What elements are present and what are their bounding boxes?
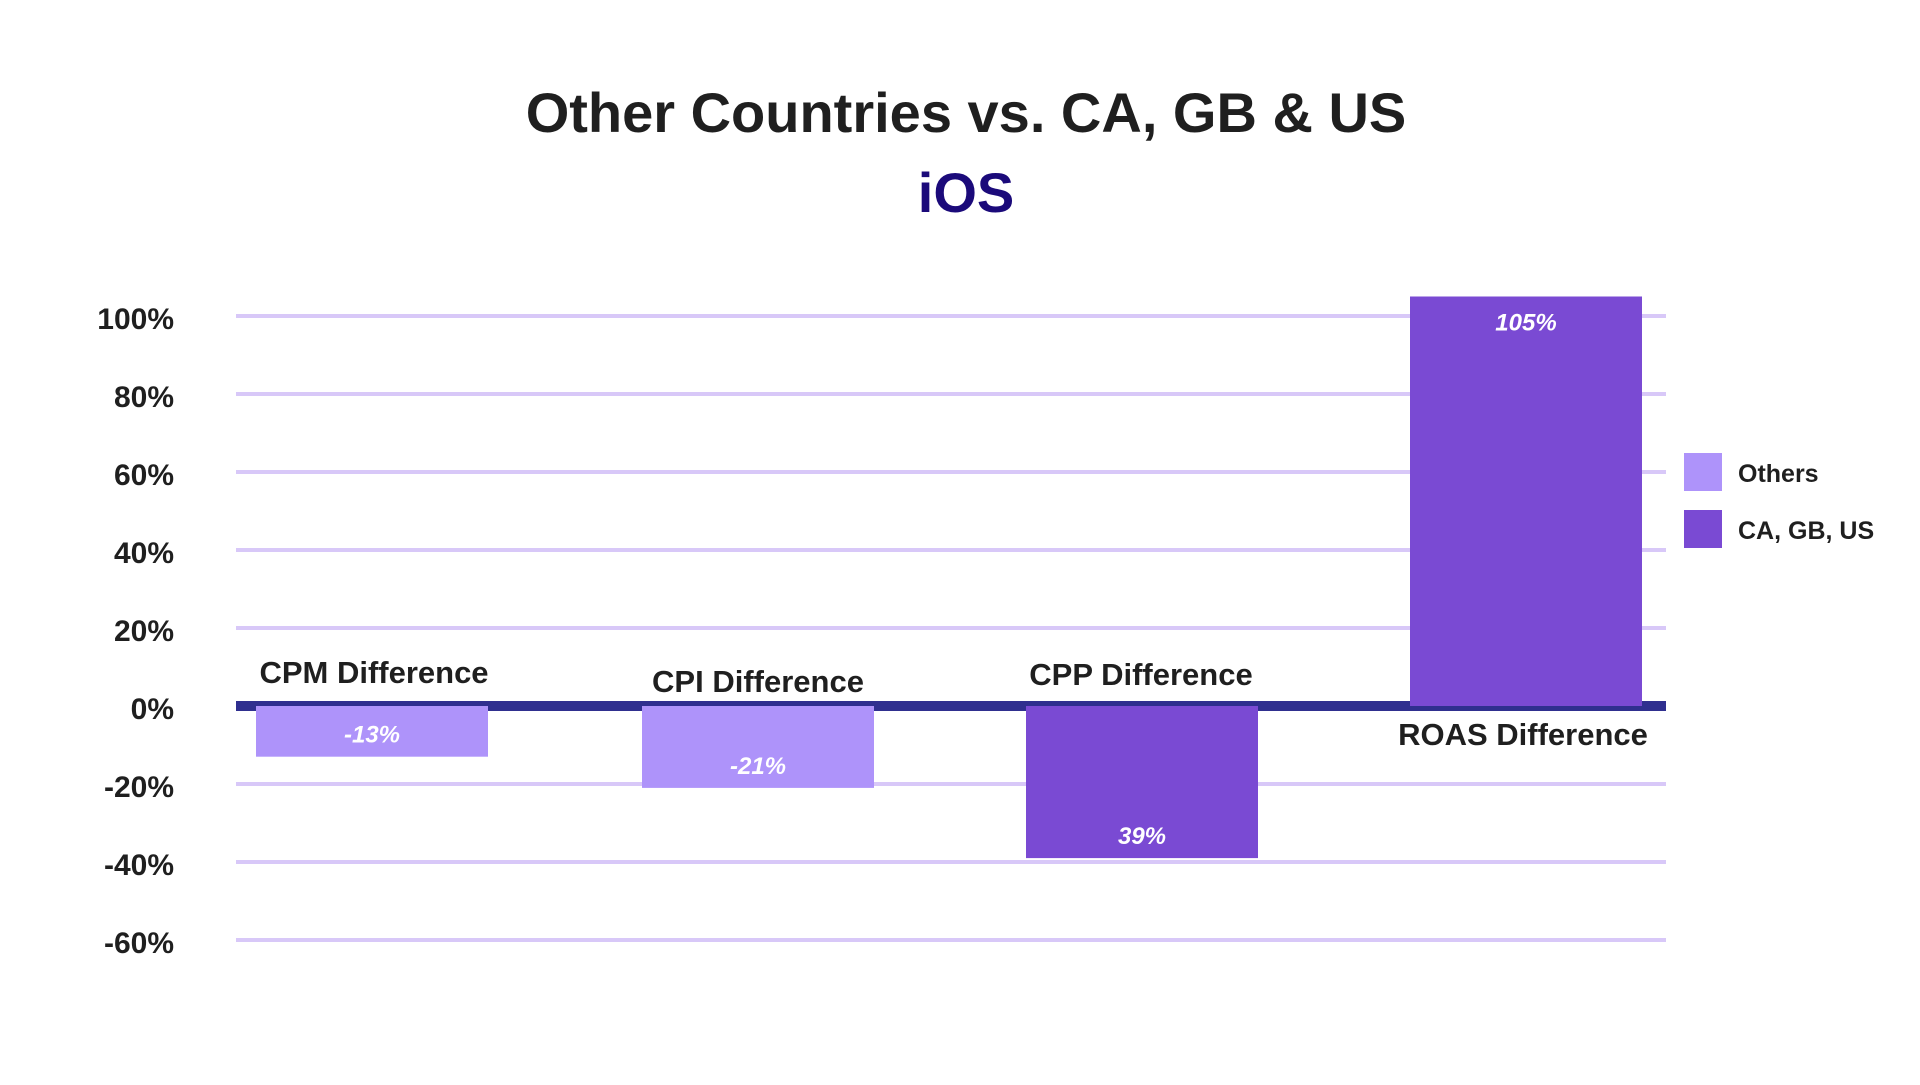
legend-swatch xyxy=(1684,453,1722,491)
chart-subtitle: iOS xyxy=(918,161,1014,224)
y-tick-label: 100% xyxy=(97,303,174,336)
y-tick-label: 0% xyxy=(131,693,174,726)
x-category-label: ROAS Difference xyxy=(1398,717,1648,752)
x-category-label: CPM Difference xyxy=(259,655,488,690)
legend-swatch xyxy=(1684,510,1722,548)
bars-layer xyxy=(256,296,1642,859)
chart-title: Other Countries vs. CA, GB & US xyxy=(526,81,1407,144)
bar-cpp-difference xyxy=(1026,706,1258,859)
bar-roas-difference xyxy=(1410,296,1642,706)
y-tick-label: -60% xyxy=(104,927,174,960)
legend-label: CA, GB, US xyxy=(1738,517,1874,545)
y-tick-label: -20% xyxy=(104,771,174,804)
y-tick-label: 40% xyxy=(114,537,174,570)
data-label: 105% xyxy=(1495,310,1556,337)
y-tick-label: -40% xyxy=(104,849,174,882)
legend-label: Others xyxy=(1738,460,1819,488)
data-label: -21% xyxy=(730,753,786,780)
y-tick-label: 60% xyxy=(114,459,174,492)
y-tick-label: 80% xyxy=(114,381,174,414)
data-label: 39% xyxy=(1118,823,1166,850)
x-category-label: CPI Difference xyxy=(652,664,864,699)
bar-cpm-difference xyxy=(256,706,488,757)
y-tick-label: 20% xyxy=(114,615,174,648)
data-label: -13% xyxy=(344,722,400,749)
legend-layer: Others CA, GB, US xyxy=(1684,453,1874,548)
labels-layer: 100% 80% 60% 40% 20% 0% -20% -40% -60% -13% -21% 39… xyxy=(97,303,1648,960)
x-category-label: CPP Difference xyxy=(1029,657,1252,692)
bar-cpi-difference xyxy=(642,706,874,788)
